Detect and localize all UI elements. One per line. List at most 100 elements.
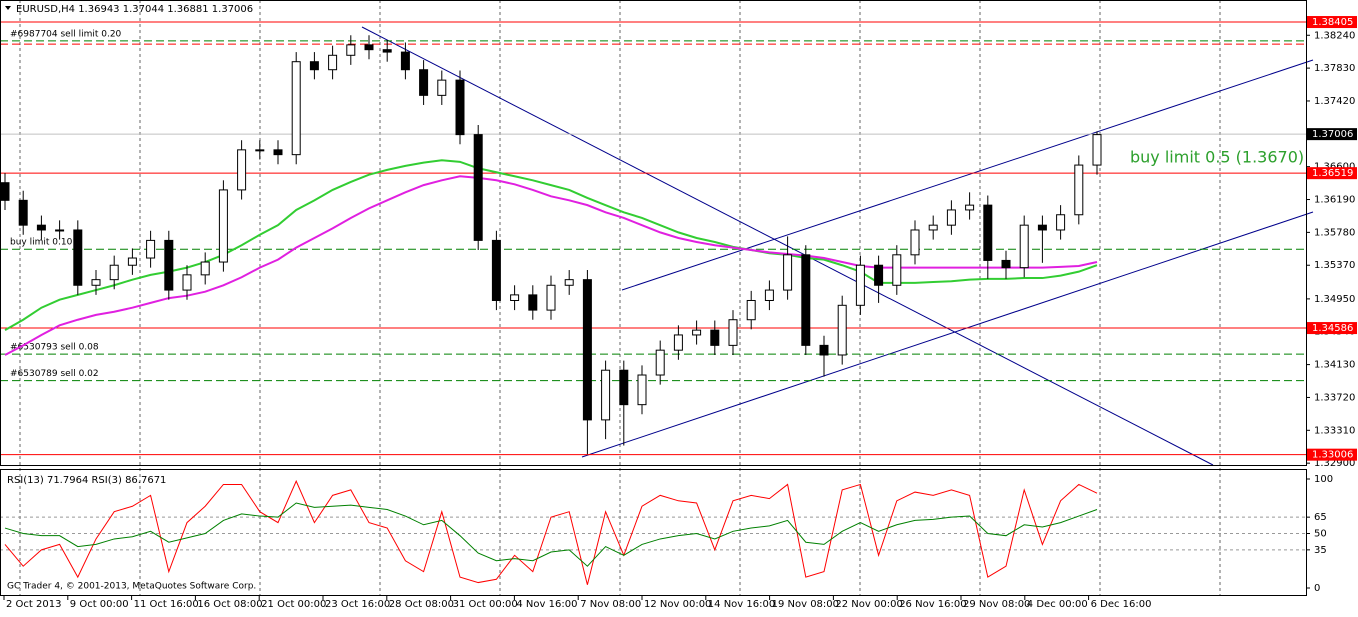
candle-body	[928, 224, 938, 231]
candle-body	[273, 149, 283, 156]
rsi-panel: 100 65 50 35 0	[0, 474, 1333, 594]
y-tick-label: 1.35370	[1314, 260, 1355, 271]
candle-body	[801, 254, 811, 346]
candle-body	[946, 209, 956, 226]
candle-body	[346, 44, 356, 56]
candle-body	[491, 239, 501, 301]
candle-body	[601, 369, 611, 421]
annotation: buy limit 0.5 (1.3670)	[1130, 148, 1304, 167]
x-tick-label: 14 Nov 16:00	[708, 599, 775, 610]
x-tick-label: 6 Dec 16:00	[1091, 599, 1152, 610]
y-tick-label: 100	[1314, 474, 1333, 485]
candle-body	[200, 261, 210, 276]
y-tick-label: 1.34130	[1314, 360, 1355, 371]
x-tick-label: 9 Oct 00:00	[70, 599, 129, 610]
y-tick-label: 1.33720	[1314, 392, 1355, 403]
order-label: #6987704 sell limit 0.20	[10, 29, 122, 39]
x-tick-label: 16 Oct 08:00	[197, 599, 262, 610]
candle-body	[546, 284, 556, 311]
candle-body	[437, 79, 447, 96]
candle-body	[18, 199, 28, 226]
y-tick-label: 1.37830	[1314, 63, 1355, 74]
level-label: 1.36519	[1312, 168, 1353, 179]
candle-body	[855, 264, 865, 306]
candle-body	[764, 289, 774, 301]
x-tick-label: 31 Oct 00:00	[453, 599, 518, 610]
candle-body	[146, 239, 156, 259]
candle-body	[619, 369, 629, 406]
candle-body	[746, 299, 756, 321]
level-label-box	[1307, 167, 1357, 180]
candle-body	[382, 49, 392, 53]
candle-body	[692, 329, 702, 336]
candle-body	[1037, 224, 1047, 231]
candle-body	[528, 294, 538, 311]
chart-title: EURUSD,H4 1.36943 1.37044 1.36881 1.3700…	[16, 4, 253, 15]
candle-body	[637, 374, 647, 406]
candle-body	[673, 334, 683, 351]
candle-body	[455, 79, 465, 136]
level-label-box	[1307, 322, 1357, 335]
candle-body	[1019, 224, 1029, 269]
candle-body	[1001, 259, 1011, 269]
candle-body	[1092, 134, 1102, 166]
x-tick-label: 21 Oct 00:00	[261, 599, 326, 610]
candle-body	[728, 319, 738, 346]
candle-body	[73, 229, 83, 286]
candle-body	[655, 349, 665, 376]
candle-body	[710, 329, 720, 346]
y-tick-label: 65	[1314, 512, 1327, 523]
candle-body	[874, 264, 884, 286]
x-tick-label: 26 Nov 16:00	[899, 599, 966, 610]
y-tick-label: 1.35780	[1314, 227, 1355, 238]
y-tick-label: 1.32900	[1314, 458, 1355, 469]
candle-body	[291, 61, 301, 156]
y-tick-label: 1.36190	[1314, 195, 1355, 206]
candle-body	[109, 264, 119, 281]
order-label: #6530789 sell 0.02	[10, 369, 99, 379]
candle-body	[1074, 164, 1084, 216]
price-panel: 1.382401.378301.374201.366001.361901.357…	[0, 16, 1357, 469]
candle-body	[564, 279, 574, 286]
channel-upper	[621, 59, 1314, 291]
level-label-box	[1307, 448, 1357, 461]
level-label-box	[1307, 128, 1357, 141]
x-tick-label: 11 Oct 16:00	[134, 599, 199, 610]
rsi-title: RSI(13) 71.7964 RSI(3) 86.7671	[7, 475, 166, 486]
order-label: buy limit 0.10	[10, 238, 73, 248]
candle-body	[473, 134, 483, 241]
candle-body	[91, 279, 101, 286]
candle-body	[819, 344, 829, 356]
candle-body	[783, 254, 793, 291]
y-tick-label: 0	[1314, 583, 1320, 594]
x-tick-label: 12 Nov 00:00	[644, 599, 711, 610]
candle-body	[983, 204, 993, 261]
candle-body	[328, 54, 338, 71]
candle-body	[237, 149, 247, 191]
menu-arrow[interactable]	[5, 6, 11, 10]
order-label: #6530793 sell 0.08	[10, 343, 99, 353]
candle-body	[892, 254, 902, 286]
y-tick-label: 1.37420	[1314, 96, 1355, 107]
channel-lower	[581, 211, 1314, 458]
level-label: 1.37006	[1312, 129, 1353, 140]
footer: GC Trader 4, © 2001-2013, MetaQuotes Sof…	[7, 582, 256, 592]
x-tick-label: 23 Oct 16:00	[325, 599, 390, 610]
level-label: 1.34586	[1312, 323, 1353, 334]
candle-body	[1056, 214, 1066, 231]
candle-body	[965, 204, 975, 211]
candle-body	[127, 257, 137, 266]
candle-body	[255, 149, 265, 152]
candle-body	[182, 274, 192, 291]
candle-body	[309, 61, 319, 71]
x-tick-label: 22 Nov 00:00	[835, 599, 902, 610]
y-tick-label: 1.34950	[1314, 294, 1355, 305]
candle-body	[510, 294, 520, 301]
level-label: 1.33006	[1312, 450, 1353, 461]
candle-body	[55, 229, 65, 232]
y-tick-label: 35	[1314, 545, 1327, 556]
rsi-frame	[0, 469, 1307, 596]
x-tick-label: 19 Nov 08:00	[772, 599, 839, 610]
